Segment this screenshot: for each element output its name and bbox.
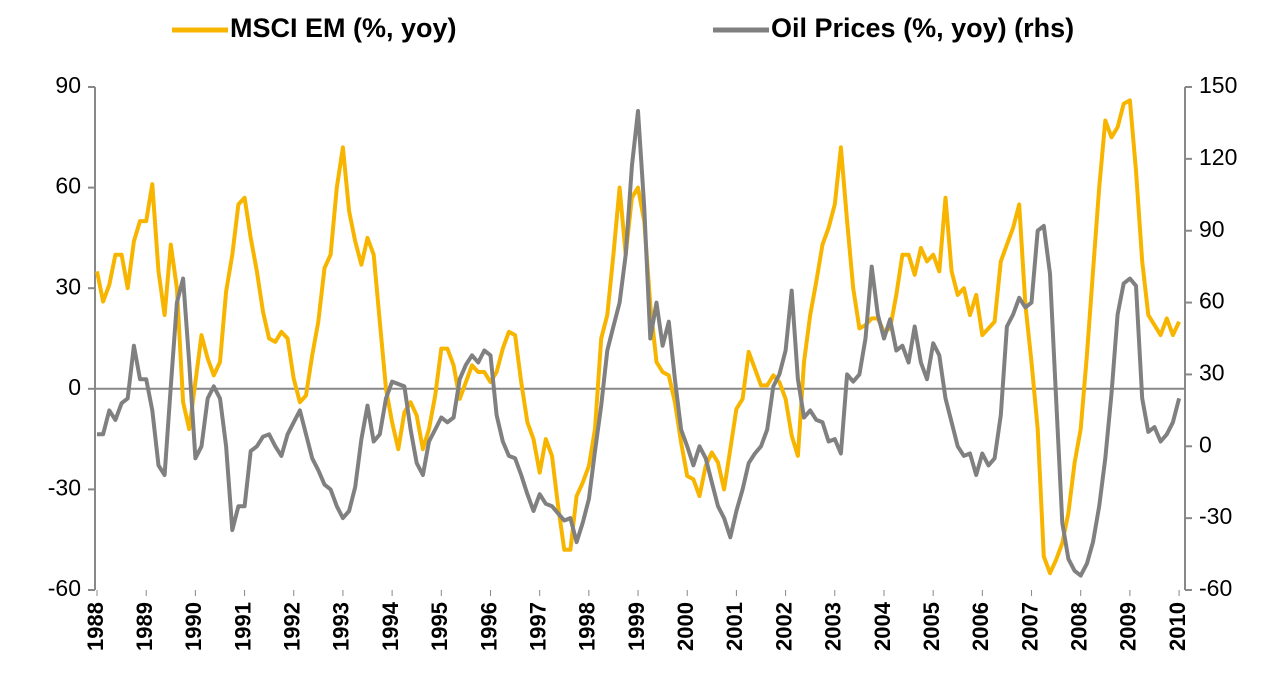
x-tick-label: 2000 bbox=[673, 602, 698, 651]
y2-tick-label: -30 bbox=[1199, 503, 1232, 529]
legend-label: Oil Prices (%, yoy) (rhs) bbox=[771, 13, 1074, 43]
y2-tick-label: 90 bbox=[1199, 216, 1225, 242]
x-tick-label: 2004 bbox=[870, 601, 895, 651]
y2-tick-label: 30 bbox=[1199, 360, 1225, 386]
y2-tick-label: 150 bbox=[1199, 72, 1237, 98]
x-tick-label: 1998 bbox=[575, 602, 600, 651]
legend-label: MSCI EM (%, yoy) bbox=[230, 13, 457, 43]
series-line bbox=[97, 109, 1182, 578]
x-tick-label: 2006 bbox=[968, 602, 993, 651]
y-tick-label: 0 bbox=[68, 374, 81, 400]
x-tick-label: 1989 bbox=[132, 602, 157, 651]
x-tick-label: 1996 bbox=[476, 602, 501, 651]
x-tick-label: 1994 bbox=[378, 601, 403, 651]
x-tick-label: 1999 bbox=[624, 602, 649, 651]
y-tick-label: -60 bbox=[48, 575, 81, 601]
y2-tick-label: -60 bbox=[1199, 575, 1232, 601]
x-tick-label: 2010 bbox=[1165, 602, 1190, 651]
y2-tick-label: 0 bbox=[1199, 431, 1212, 457]
x-tick-label: 1988 bbox=[83, 602, 108, 651]
x-tick-label: 2003 bbox=[821, 602, 846, 651]
x-tick-label: 1992 bbox=[280, 602, 305, 651]
y-tick-label: 60 bbox=[55, 173, 81, 199]
y2-tick-label: 120 bbox=[1199, 144, 1237, 170]
x-tick-label: 1991 bbox=[230, 602, 255, 651]
x-tick-label: 2005 bbox=[919, 602, 944, 651]
x-tick-label: 2009 bbox=[1116, 602, 1141, 651]
x-tick-label: 1997 bbox=[525, 602, 550, 651]
series-line bbox=[95, 98, 1181, 576]
x-tick-label: 1993 bbox=[329, 602, 354, 651]
x-tick-label: 2007 bbox=[1017, 602, 1042, 651]
x-tick-label: 1995 bbox=[427, 602, 452, 651]
y-tick-label: -30 bbox=[48, 474, 81, 500]
x-tick-label: 2002 bbox=[771, 602, 796, 651]
y2-tick-label: 60 bbox=[1199, 288, 1225, 314]
y-tick-label: 90 bbox=[55, 72, 81, 98]
x-tick-label: 2008 bbox=[1067, 602, 1092, 651]
y-tick-label: 30 bbox=[55, 273, 81, 299]
x-tick-label: 2001 bbox=[722, 602, 747, 651]
x-tick-label: 1990 bbox=[181, 602, 206, 651]
